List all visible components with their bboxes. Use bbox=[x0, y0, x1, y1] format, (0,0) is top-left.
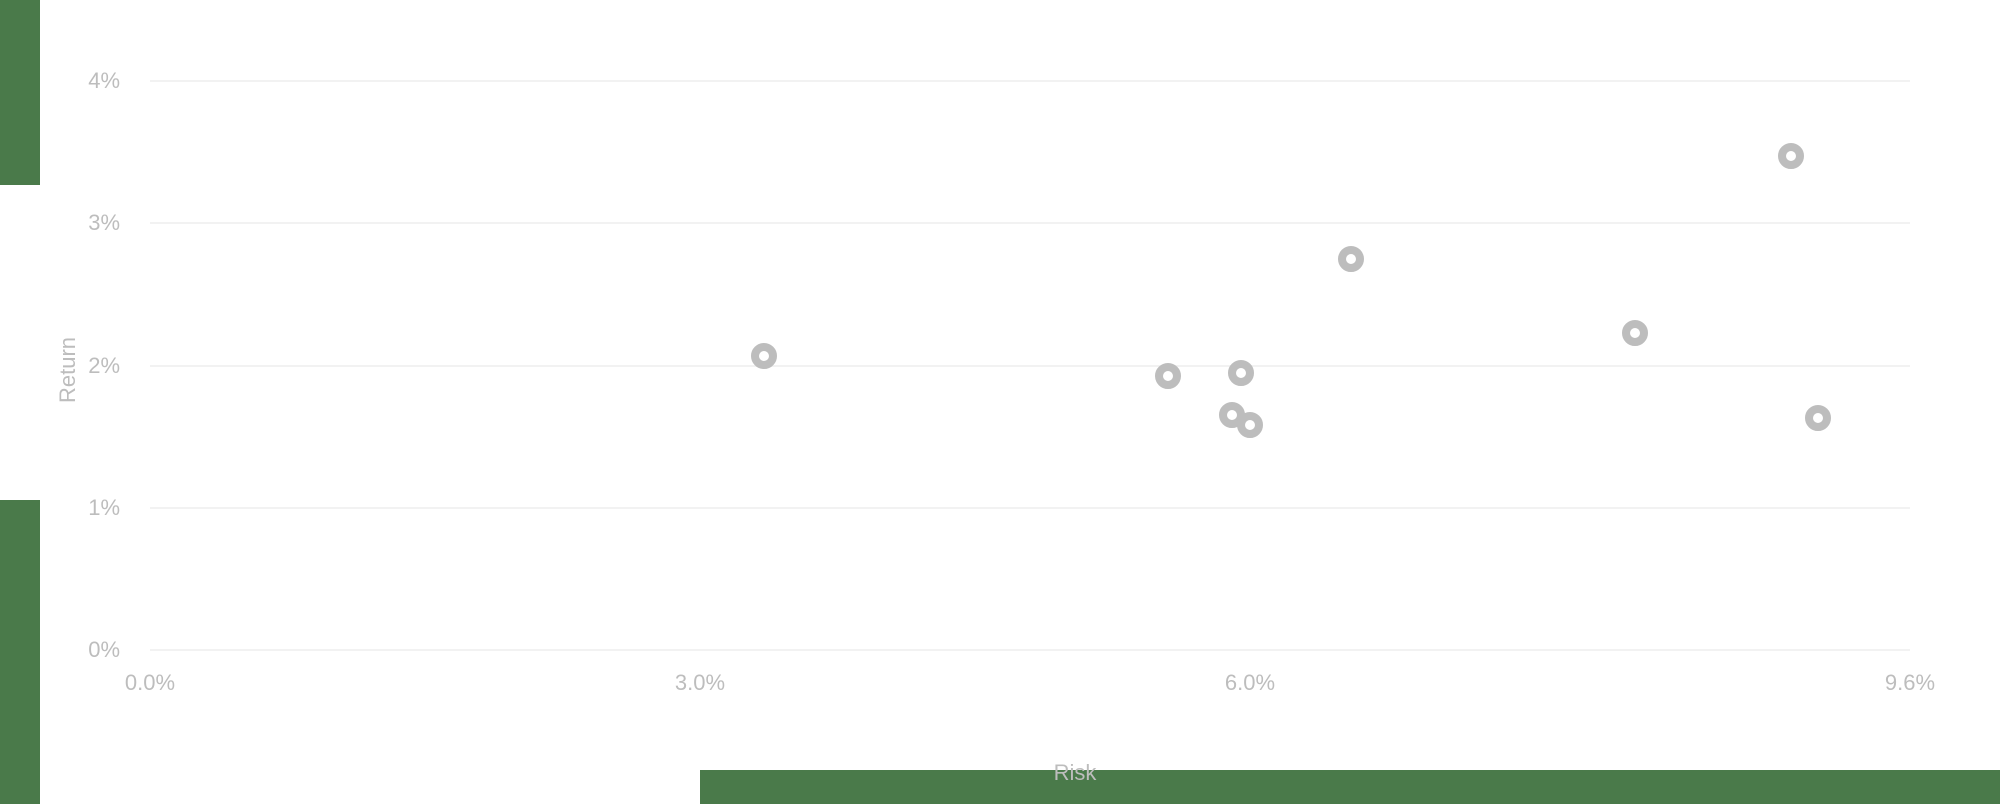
scatter-point bbox=[1805, 405, 1831, 431]
scatter-point bbox=[1338, 246, 1364, 272]
gridline bbox=[150, 80, 1910, 82]
gridline bbox=[150, 365, 1910, 367]
x-tick-label: 9.6% bbox=[1885, 670, 1935, 696]
scatter-point bbox=[1228, 360, 1254, 386]
y-tick-label: 1% bbox=[0, 495, 120, 521]
x-axis-title: Risk bbox=[1054, 760, 1097, 786]
x-tick-label: 0.0% bbox=[125, 670, 175, 696]
decor-stripe-mid bbox=[700, 770, 970, 804]
x-tick-label: 3.0% bbox=[675, 670, 725, 696]
scatter-point bbox=[1155, 363, 1181, 389]
y-tick-label: 3% bbox=[0, 210, 120, 236]
scatter-point bbox=[751, 343, 777, 369]
y-tick-label: 0% bbox=[0, 637, 120, 663]
gridline bbox=[150, 507, 1910, 509]
y-tick-label: 4% bbox=[0, 68, 120, 94]
scatter-plot bbox=[150, 10, 1910, 650]
x-tick-label: 6.0% bbox=[1225, 670, 1275, 696]
decor-stripe-right bbox=[970, 770, 2000, 804]
gridline bbox=[150, 222, 1910, 224]
scatter-point bbox=[1237, 412, 1263, 438]
scatter-point bbox=[1778, 143, 1804, 169]
scatter-point bbox=[1622, 320, 1648, 346]
y-axis-title: Return bbox=[55, 337, 81, 403]
chart-stage: 0%1%2%3%4% 0.0%3.0%6.0%9.6% Return Risk bbox=[0, 0, 2000, 804]
gridline bbox=[150, 649, 1910, 651]
